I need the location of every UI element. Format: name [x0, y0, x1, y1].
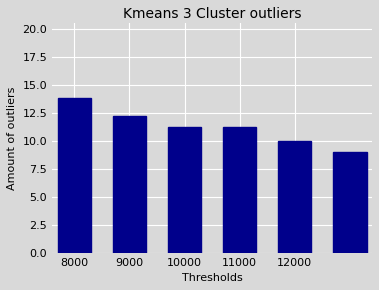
Bar	[223, 127, 256, 253]
Title: Kmeans 3 Cluster outliers: Kmeans 3 Cluster outliers	[123, 7, 301, 21]
X-axis label: Thresholds: Thresholds	[182, 273, 243, 283]
Bar	[58, 98, 91, 253]
Bar	[113, 116, 146, 253]
Y-axis label: Amount of outliers: Amount of outliers	[7, 86, 17, 190]
Bar	[168, 127, 201, 253]
Bar	[334, 152, 366, 253]
Bar	[278, 141, 312, 253]
